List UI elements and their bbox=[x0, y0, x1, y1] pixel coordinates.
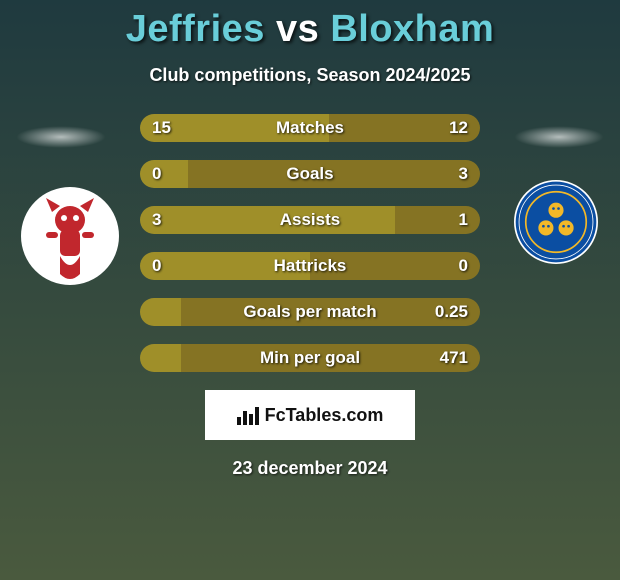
crest-shadow-left bbox=[16, 126, 106, 148]
stat-value-right: 12 bbox=[449, 114, 468, 142]
stat-row: Min per goal471 bbox=[140, 344, 480, 372]
stat-label: Hattricks bbox=[140, 252, 480, 280]
badge-text-bold: FcTables bbox=[265, 405, 342, 425]
stat-row: Matches15 12 bbox=[140, 114, 480, 142]
stat-value-right: 471 bbox=[440, 344, 468, 372]
stat-value-left: 3 bbox=[152, 206, 161, 234]
date-label: 23 december 2024 bbox=[0, 458, 620, 479]
crest-shadow-right bbox=[514, 126, 604, 148]
stat-value-right: 3 bbox=[459, 160, 468, 188]
fctables-badge[interactable]: FcTables.com bbox=[205, 390, 415, 440]
comparison-card: Jeffries vs Bloxham Club competitions, S… bbox=[0, 0, 620, 580]
stat-value-left: 0 bbox=[152, 160, 161, 188]
stat-label: Matches bbox=[140, 114, 480, 142]
player1-name: Jeffries bbox=[126, 8, 265, 50]
stat-value-left: 0 bbox=[152, 252, 161, 280]
stat-value-left: 15 bbox=[152, 114, 171, 142]
stat-row: Goals0 3 bbox=[140, 160, 480, 188]
badge-text: FcTables.com bbox=[265, 405, 384, 426]
stat-row: Goals per match0.25 bbox=[140, 298, 480, 326]
stat-row: Hattricks0 0 bbox=[140, 252, 480, 280]
team-crest-right bbox=[514, 180, 598, 264]
subtitle: Club competitions, Season 2024/2025 bbox=[0, 65, 620, 86]
stat-label: Goals bbox=[140, 160, 480, 188]
stat-label: Min per goal bbox=[140, 344, 480, 372]
shrewsbury-town-crest bbox=[514, 180, 598, 264]
lincoln-city-crest bbox=[20, 186, 120, 286]
stat-row: Assists3 1 bbox=[140, 206, 480, 234]
bar-chart-icon bbox=[237, 405, 259, 425]
badge-text-rest: .com bbox=[341, 405, 383, 425]
stat-value-right: 0 bbox=[459, 252, 468, 280]
page-title: Jeffries vs Bloxham bbox=[0, 8, 620, 51]
stat-label: Assists bbox=[140, 206, 480, 234]
player2-name: Bloxham bbox=[330, 8, 494, 50]
comparison-bars: Matches1512Goals03Assists31Hattricks00Go… bbox=[140, 114, 480, 372]
stat-label: Goals per match bbox=[140, 298, 480, 326]
stat-value-right: 1 bbox=[459, 206, 468, 234]
vs-label: vs bbox=[276, 8, 319, 50]
team-crest-left bbox=[20, 186, 120, 286]
stat-value-right: 0.25 bbox=[435, 298, 468, 326]
